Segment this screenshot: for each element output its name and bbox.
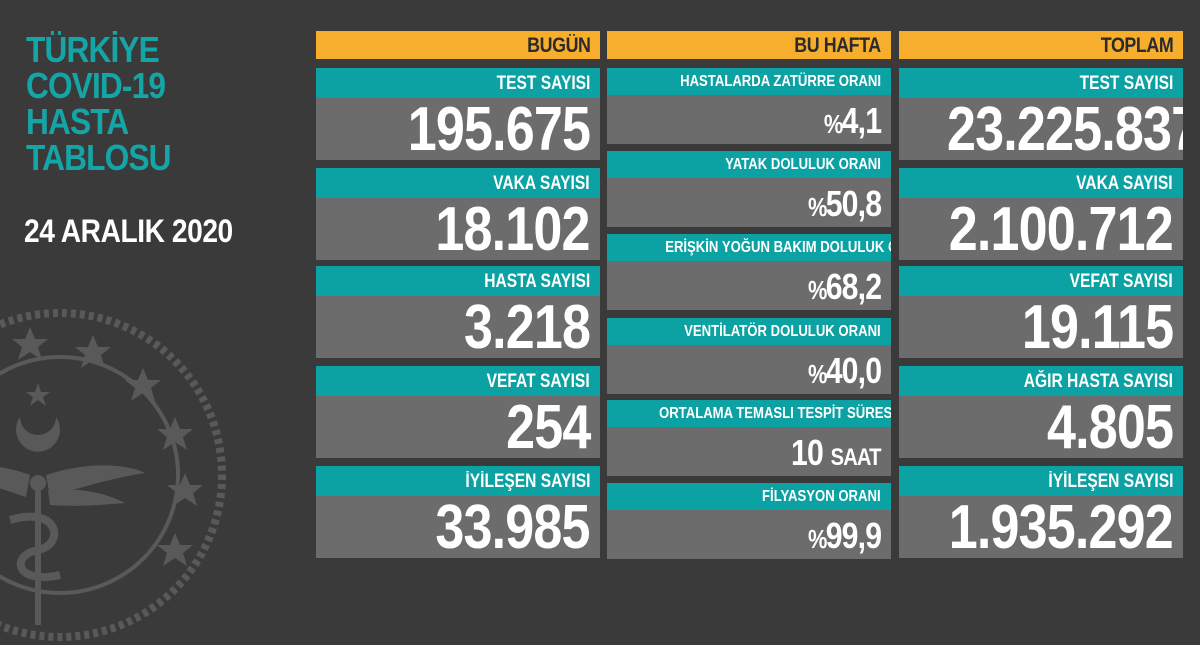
percent-sign: % (807, 192, 827, 222)
card-label: FİLYASYON ORANI (762, 488, 881, 505)
card-value: 10 (791, 432, 824, 473)
percent-sign: % (823, 109, 843, 139)
today-patients-card: HASTA SAYISI 3.218 (316, 266, 600, 358)
card-value: 68,2 (825, 266, 881, 307)
card-label: İYİLEŞEN SAYISI (465, 471, 590, 492)
card-value: 19.115 (1021, 296, 1174, 358)
card-label: VEFAT SAYISI (1069, 271, 1173, 292)
total-column: TOPLAM TEST SAYISI 23.225.837 VAKA SAYIS… (899, 31, 1183, 558)
card-label: TEST SAYISI (1079, 73, 1173, 94)
today-column: BUGÜN TEST SAYISI 195.675 VAKA SAYISI 18… (316, 31, 600, 558)
card-label: VAKA SAYISI (493, 173, 590, 194)
title-line-1: TÜRKİYE (26, 29, 160, 70)
total-header: TOPLAM (899, 31, 1183, 59)
card-value: 2.100.712 (948, 198, 1174, 260)
total-critical-card: AĞIR HASTA SAYISI 4.805 (899, 366, 1183, 458)
card-label: VAKA SAYISI (1076, 173, 1173, 194)
total-recovered-card: İYİLEŞEN SAYISI 1.935.292 (899, 466, 1183, 558)
contact-tracing-time-card: ORTALAMA TEMASLI TESPİT SÜRESİ 10 SAAT (607, 400, 891, 476)
card-value: 23.225.837 (947, 98, 1183, 160)
card-value: 3.218 (463, 296, 591, 358)
total-deaths-card: VEFAT SAYISI 19.115 (899, 266, 1183, 358)
card-value: 33.985 (435, 496, 591, 558)
this-week-header: BU HAFTA (607, 31, 891, 59)
card-value: 18.102 (435, 198, 591, 260)
ventilator-occupancy-card: VENTİLATÖR DOLULUK ORANI %40,0 (607, 318, 891, 394)
card-label: HASTA SAYISI (484, 271, 590, 292)
card-value: 195.675 (407, 98, 591, 160)
card-value: 1.935.292 (948, 496, 1174, 558)
filiation-rate-card: FİLYASYON ORANI %99,9 (607, 483, 891, 559)
percent-sign: % (807, 359, 827, 389)
title-line-3: HASTA (26, 101, 129, 142)
card-label: ERİŞKİN YOĞUN BAKIM DOLULUK ORANI (665, 239, 891, 256)
report-date: 24 ARALIK 2020 (24, 213, 233, 249)
today-header: BUGÜN (316, 31, 600, 59)
percent-sign: % (807, 524, 827, 554)
card-value: 99,9 (825, 515, 881, 556)
icu-occupancy-card: ERİŞKİN YOĞUN BAKIM DOLULUK ORANI %68,2 (607, 234, 891, 310)
card-value: 40,0 (825, 350, 881, 391)
card-label: HASTALARDA ZATÜRRE ORANI (680, 73, 881, 90)
card-label: İYİLEŞEN SAYISI (1048, 471, 1173, 492)
card-value: 254 (505, 396, 591, 458)
card-value: 50,8 (825, 183, 881, 224)
card-value: 4.805 (1046, 396, 1174, 458)
health-ministry-emblem-icon (0, 309, 226, 641)
percent-sign: % (807, 275, 827, 305)
title-line-4: TABLOSU (26, 137, 171, 178)
today-cases-card: VAKA SAYISI 18.102 (316, 168, 600, 260)
pneumonia-rate-card: HASTALARDA ZATÜRRE ORANI %4,1 (607, 68, 891, 144)
total-cases-card: VAKA SAYISI 2.100.712 (899, 168, 1183, 260)
card-label: TEST SAYISI (496, 73, 590, 94)
card-label: AĞIR HASTA SAYISI (1023, 371, 1173, 392)
today-recovered-card: İYİLEŞEN SAYISI 33.985 (316, 466, 600, 558)
card-label: ORTALAMA TEMASLI TESPİT SÜRESİ (659, 405, 891, 422)
title-line-2: COVID-19 (26, 65, 166, 106)
card-unit: SAAT (830, 444, 882, 471)
total-test-card: TEST SAYISI 23.225.837 (899, 68, 1183, 160)
today-test-card: TEST SAYISI 195.675 (316, 68, 600, 160)
today-deaths-card: VEFAT SAYISI 254 (316, 366, 600, 458)
page-title: TÜRKİYE COVID-19 HASTA TABLOSU (26, 32, 171, 176)
card-label: VEFAT SAYISI (486, 371, 590, 392)
card-label: VENTİLATÖR DOLULUK ORANI (684, 323, 881, 340)
this-week-column: BU HAFTA HASTALARDA ZATÜRRE ORANI %4,1 Y… (607, 31, 891, 559)
bed-occupancy-card: YATAK DOLULUK ORANI %50,8 (607, 151, 891, 227)
card-value: 4,1 (841, 100, 881, 141)
card-label: YATAK DOLULUK ORANI (725, 156, 881, 173)
